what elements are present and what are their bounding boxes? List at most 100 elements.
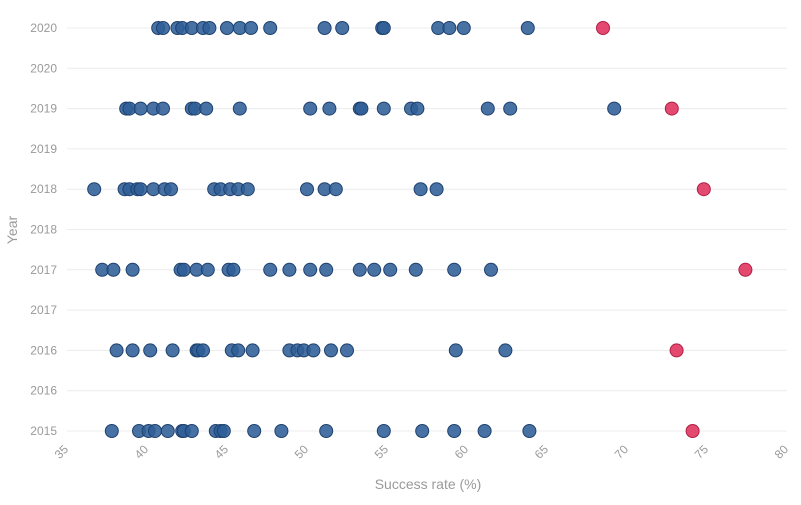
- data-points: [87, 21, 753, 438]
- data-point: [503, 101, 518, 116]
- data-point: [477, 424, 492, 438]
- y-tick-label: 2018: [30, 223, 57, 237]
- y-gridlines: [67, 27, 787, 432]
- data-point: [408, 262, 423, 277]
- data-point: [484, 262, 498, 277]
- data-point: [245, 343, 260, 358]
- y-tick-label: 2019: [30, 142, 57, 156]
- data-point: [247, 424, 262, 438]
- x-tick-label: 65: [532, 442, 552, 462]
- data-point: [244, 21, 258, 35]
- data-point: [376, 424, 391, 438]
- y-axis-tick-labels: 2015 2016 2016 2017 2017 2018 2018 2019 2019 2020…: [30, 21, 57, 438]
- data-point: [383, 262, 398, 277]
- data-point: [263, 262, 278, 277]
- data-point: [322, 101, 337, 116]
- data-point: [306, 343, 321, 358]
- data-point: [520, 21, 535, 35]
- x-tick-label: 75: [692, 442, 712, 462]
- data-point: [367, 262, 382, 277]
- highlight-data-point: [669, 343, 684, 358]
- y-tick-label: 2020: [30, 61, 57, 75]
- data-point: [456, 21, 471, 35]
- data-point: [109, 343, 124, 358]
- data-point: [104, 424, 119, 438]
- highlight-data-point: [738, 262, 753, 277]
- x-tick-label: 60: [452, 442, 472, 462]
- data-point: [415, 424, 430, 438]
- data-point: [319, 424, 334, 438]
- data-point: [319, 262, 334, 277]
- data-point: [317, 21, 332, 35]
- x-tick-label: 40: [132, 442, 152, 462]
- data-point: [522, 424, 537, 438]
- data-point: [156, 101, 170, 116]
- data-point: [220, 21, 234, 35]
- y-axis-title: Year: [4, 216, 20, 245]
- x-tick-label: 55: [372, 442, 392, 462]
- data-point: [200, 262, 215, 277]
- x-tick-label: 80: [772, 442, 792, 462]
- highlight-data-point: [685, 424, 700, 438]
- data-point: [232, 101, 247, 116]
- data-point: [143, 343, 158, 358]
- data-point: [274, 424, 289, 438]
- data-point: [282, 262, 297, 277]
- x-tick-label: 50: [292, 442, 312, 462]
- data-point: [133, 182, 148, 197]
- x-axis-tick-labels: 35 40 45 50 55 60 65 70 75 80: [52, 442, 792, 462]
- data-point: [324, 343, 338, 358]
- data-point: [376, 21, 391, 35]
- data-point: [199, 101, 214, 116]
- data-point: [148, 424, 162, 438]
- data-point: [448, 343, 463, 358]
- data-point: [165, 343, 180, 358]
- data-point: [125, 343, 140, 358]
- data-point: [202, 21, 217, 35]
- data-point: [328, 182, 343, 197]
- x-tick-label: 35: [52, 442, 72, 462]
- highlight-data-point: [596, 21, 610, 35]
- data-point: [480, 101, 495, 116]
- data-point: [125, 262, 140, 277]
- data-point: [335, 21, 350, 35]
- data-point: [156, 21, 170, 35]
- data-point: [216, 424, 231, 438]
- y-tick-label: 2020: [30, 21, 57, 35]
- y-tick-label: 2016: [30, 343, 57, 357]
- data-point: [354, 101, 369, 116]
- y-tick-label: 2016: [30, 384, 57, 398]
- data-point: [447, 262, 462, 277]
- data-point: [300, 182, 314, 197]
- data-point: [447, 424, 462, 438]
- y-tick-label: 2019: [30, 102, 57, 116]
- y-tick-label: 2015: [30, 424, 57, 438]
- data-point: [498, 343, 513, 358]
- data-point: [410, 101, 425, 116]
- data-point: [160, 424, 175, 438]
- data-point: [442, 21, 457, 35]
- data-point: [164, 182, 178, 197]
- highlight-data-point: [664, 101, 679, 116]
- data-point: [226, 262, 241, 277]
- data-point: [184, 424, 199, 438]
- data-point: [106, 262, 121, 277]
- data-point: [240, 182, 255, 197]
- x-tick-label: 45: [212, 442, 232, 462]
- x-tick-label: 70: [612, 442, 632, 462]
- data-point: [607, 101, 622, 116]
- data-point: [303, 262, 318, 277]
- data-point: [176, 262, 191, 277]
- data-point: [429, 182, 444, 197]
- data-point: [196, 343, 210, 358]
- y-tick-label: 2017: [30, 303, 57, 317]
- data-point: [87, 182, 102, 197]
- data-point: [352, 262, 367, 277]
- y-tick-label: 2018: [30, 182, 57, 196]
- data-point: [263, 21, 278, 35]
- data-point: [133, 101, 148, 116]
- data-point: [376, 101, 391, 116]
- data-point: [303, 101, 318, 116]
- data-point: [413, 182, 428, 197]
